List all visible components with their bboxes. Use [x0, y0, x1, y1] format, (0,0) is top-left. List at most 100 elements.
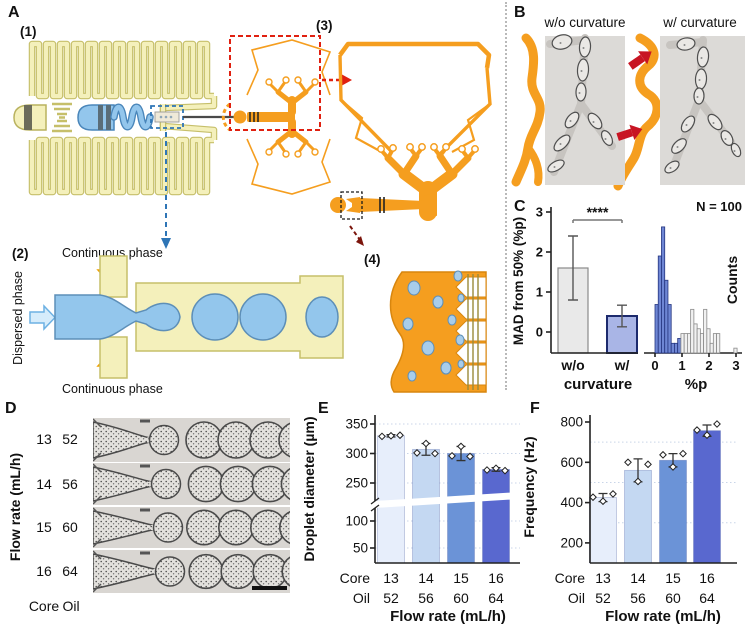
wall-notch	[93, 463, 102, 505]
cell-plug	[664, 160, 680, 174]
core-rate: 16	[488, 570, 504, 586]
hist-bar	[703, 308, 708, 354]
droplet-formation-rows	[93, 418, 290, 593]
cell-plug	[696, 46, 710, 68]
hist-bar	[664, 279, 669, 354]
plug-speck	[733, 150, 736, 152]
zoom-arrow-to-4-head	[356, 236, 364, 246]
data-point-diamond	[457, 442, 465, 451]
cell-plug	[693, 87, 705, 105]
continuous-phase-bottom-label: Continuous phase	[62, 382, 163, 396]
cell-plug	[576, 58, 590, 82]
dispersed-arrow-right-icon	[29, 304, 57, 331]
y-tick-label: 3	[536, 205, 543, 220]
oil-header: Oil	[353, 590, 370, 606]
data-point-diamond	[396, 431, 404, 440]
hist-bar	[683, 333, 688, 354]
y-tick-label: 350	[345, 417, 368, 432]
data-point-diamond	[609, 490, 617, 498]
oil-rate: 56	[418, 590, 434, 606]
junction-dot	[164, 115, 168, 119]
y-tick-label: 1	[536, 285, 543, 300]
panel-e-chart: E 50 100 250 300 350 Core Oil 13 52 14 56 15 60 16 64 F…	[301, 400, 520, 624]
data-point-diamond	[422, 439, 430, 448]
oil-rate: 60	[665, 590, 681, 606]
channel-wall-left-branch	[524, 144, 543, 186]
panel-d-row-labels: 13 52 14 56 15 60 16 64 Core Oil	[29, 431, 80, 614]
forming-droplet	[148, 424, 180, 456]
diameter-bar	[482, 469, 510, 564]
hist-tick-label: 0	[651, 358, 658, 373]
droplet	[220, 553, 256, 590]
panel-f-label: F	[530, 400, 540, 417]
hist-bar	[712, 333, 717, 354]
inlet-stripes	[249, 112, 259, 122]
comb-inner	[29, 41, 214, 99]
hist-tick-label: 2	[705, 358, 712, 373]
diameter-chart: 50 100 250 300 350 Core Oil 13 52 14 56 15 60 16 64 Flo…	[301, 415, 520, 624]
panel-d-label: D	[5, 400, 17, 417]
channel-wall-right-curved	[613, 33, 662, 191]
diameter-bar	[412, 448, 440, 564]
panel-f-chart: F 200 400 600 800 Core Oil 13 52 14 56 15 60 16 64 Flo…	[521, 400, 737, 624]
data-point-diamond	[483, 466, 491, 474]
hist-bar	[674, 342, 679, 354]
cell-plug	[707, 113, 723, 131]
wall-notch	[93, 550, 102, 593]
hist-tick-label: 1	[678, 358, 685, 373]
comb-inner	[29, 137, 214, 195]
hist-bar	[690, 308, 695, 354]
y-tick-label: 100	[345, 514, 368, 529]
hist-bar	[677, 338, 682, 354]
hist-bar	[716, 333, 721, 354]
wall-bracket	[140, 508, 150, 512]
canopy-outline	[338, 54, 492, 156]
wall-notch	[93, 418, 102, 462]
outlet-constriction	[346, 197, 360, 213]
data-point-diamond	[492, 464, 500, 473]
junction-dot	[159, 115, 163, 119]
wall-notch	[93, 507, 102, 548]
axes	[374, 415, 520, 564]
droplets-in-oil	[402, 270, 465, 382]
zoom-arrow-to-4	[349, 225, 361, 241]
hist-bar	[680, 333, 685, 354]
plug-speck	[559, 143, 562, 145]
droplet	[186, 509, 223, 546]
mad-chart: **** 0 1 2 3 w/o w/curvature MAD from 50% (%p) 0…	[511, 199, 742, 393]
droplet	[280, 467, 290, 501]
plug-speck	[592, 121, 595, 123]
y-tick-label: 0	[536, 325, 543, 340]
panel-c-chart: C **** 0 1 2 3 w/o w/curvature MAD from 50% (%p…	[511, 198, 742, 393]
data-point-diamond	[387, 431, 395, 440]
oil-inlet-arm-top	[99, 255, 128, 298]
cell-plug	[575, 82, 587, 102]
sub1-label: (1)	[20, 24, 37, 39]
forming-droplet	[154, 556, 186, 587]
cell-plug	[730, 142, 742, 158]
droplet	[219, 465, 257, 503]
diameter-bar	[447, 453, 475, 564]
zoom-box-red	[229, 35, 321, 131]
plug-speck	[569, 120, 572, 122]
y-axis-title: Droplet diameter (µm)	[301, 417, 317, 562]
droplet-row	[93, 550, 290, 593]
inlet-reservoir	[233, 110, 247, 124]
frequency-bar	[659, 459, 687, 564]
panel-c-label: C	[514, 198, 526, 215]
y-axis-title: MAD from 50% (%p)	[511, 217, 526, 345]
with-curvature-title: w/ curvature	[662, 15, 737, 30]
droplet	[281, 556, 290, 587]
outlet-reservoir	[330, 197, 346, 213]
dispersed-phase-label: Dispersed phase	[11, 271, 25, 365]
droplet	[279, 510, 290, 545]
plug-speck	[698, 79, 701, 81]
forming-droplet	[150, 468, 182, 500]
outlet-zoom-drawing	[389, 270, 487, 393]
data-point-diamond	[669, 463, 677, 471]
oil-rate: 52	[383, 590, 399, 606]
droplet-row	[93, 418, 290, 462]
filter-pillars	[467, 274, 479, 390]
y-tick-label: 250	[345, 476, 368, 491]
